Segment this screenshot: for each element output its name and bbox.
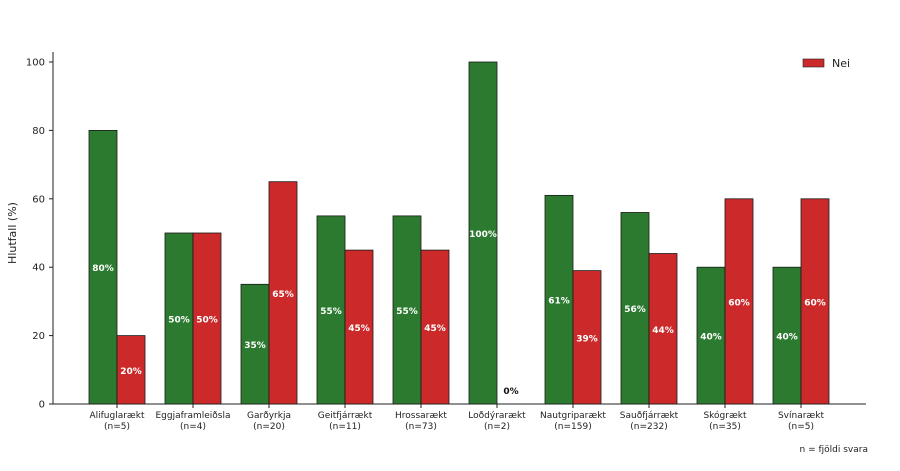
data-label: 45%	[348, 324, 370, 334]
bar-nei	[648, 253, 678, 405]
x-tick-label: Hrossarækt	[395, 411, 447, 421]
data-label: 45%	[424, 324, 446, 334]
legend: Nei	[802, 57, 850, 70]
data-label: 40%	[700, 333, 722, 343]
y-tick-label: 60	[32, 194, 45, 205]
bar-nei	[192, 232, 222, 405]
x-tick-count: (n=11)	[329, 422, 361, 432]
x-tick-count: (n=2)	[484, 422, 510, 432]
x-tick-label: Geitfjárrækt	[318, 411, 373, 421]
data-label: 55%	[320, 307, 342, 317]
x-tick-label: Alifuglarækt	[89, 411, 145, 421]
x-tick-count: (n=20)	[253, 422, 285, 432]
y-tick-label: 100	[26, 58, 45, 69]
x-tick-count: (n=73)	[405, 422, 437, 432]
x-tick-label: Nautgriparækt	[540, 411, 606, 421]
bar-nei	[268, 181, 298, 405]
x-tick-count: (n=5)	[104, 422, 130, 432]
bar-nei	[344, 249, 374, 405]
data-label: 40%	[776, 333, 798, 343]
bar-nei	[572, 270, 602, 405]
bar-nei	[724, 198, 754, 405]
x-tick-label: Garðyrkja	[247, 411, 291, 421]
y-axis-label: Hlutfall (%)	[6, 202, 19, 264]
x-tick-count: (n=35)	[709, 422, 741, 432]
x-tick-label: Sauðfjárrækt	[620, 411, 679, 421]
data-label: 60%	[804, 298, 826, 308]
bar-ja	[620, 212, 650, 405]
data-label: 39%	[576, 334, 598, 344]
legend-label-nei: Nei	[832, 57, 850, 70]
footnote: n = fjöldi svara	[800, 445, 868, 455]
x-tick-label: Eggjaframleiðsla	[155, 411, 230, 421]
bar-nei	[420, 249, 450, 405]
data-label: 61%	[548, 297, 570, 307]
x-tick-count: (n=5)	[788, 422, 814, 432]
x-tick-label: Loðdýrarækt	[468, 411, 526, 421]
bar-ja	[544, 194, 574, 405]
bar-nei	[116, 335, 146, 405]
bars: 80% 20% 50% 50% 35% 65% 55% 45% 55% 45% 100% 0% 61% 3…	[88, 61, 830, 405]
data-label: 0%	[503, 387, 518, 397]
bar-ja	[88, 129, 118, 405]
y-tick-label: 0	[39, 400, 45, 411]
x-tick-label: Svínarækt	[778, 411, 825, 421]
y-tick-label: 20	[32, 331, 45, 342]
data-label: 60%	[728, 298, 750, 308]
x-tick-count: (n=232)	[630, 422, 667, 432]
y-tick-label: 80	[32, 126, 45, 137]
data-label: 50%	[168, 316, 190, 326]
y-tick-label: 40	[32, 263, 45, 274]
data-label: 80%	[92, 264, 114, 274]
bar-ja	[468, 61, 498, 405]
data-label: 56%	[624, 305, 646, 315]
x-tick-count: (n=159)	[554, 422, 591, 432]
x-tick-count: (n=4)	[180, 422, 206, 432]
axes: 020406080100Alifuglarækt(n=5)Eggjaframle…	[26, 52, 866, 432]
data-label: 44%	[652, 326, 674, 336]
bar-nei	[800, 198, 830, 405]
x-tick-label: Skógrækt	[703, 410, 747, 421]
bar-ja	[772, 266, 802, 405]
bar-ja	[696, 266, 726, 405]
data-label: 55%	[396, 307, 418, 317]
data-label: 100%	[469, 230, 497, 240]
data-label: 35%	[244, 341, 266, 351]
data-label: 20%	[120, 367, 142, 377]
data-label: 65%	[272, 290, 294, 300]
data-label: 50%	[196, 316, 218, 326]
legend-swatch-nei	[802, 58, 825, 68]
